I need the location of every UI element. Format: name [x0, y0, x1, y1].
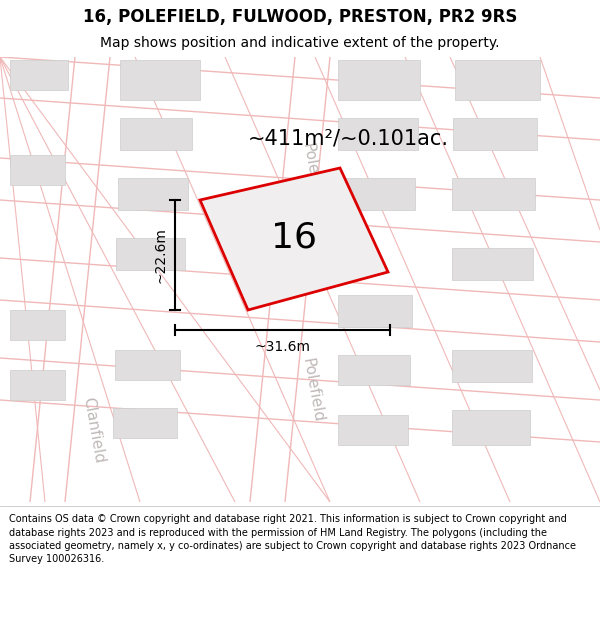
Polygon shape: [455, 60, 540, 100]
Text: 16: 16: [271, 221, 317, 254]
Polygon shape: [452, 248, 533, 280]
Text: Map shows position and indicative extent of the property.: Map shows position and indicative extent…: [100, 36, 500, 50]
Text: ~31.6m: ~31.6m: [254, 340, 311, 354]
Text: Polefield: Polefield: [300, 357, 326, 423]
Text: ~411m²/~0.101ac.: ~411m²/~0.101ac.: [248, 128, 449, 148]
Polygon shape: [10, 370, 65, 400]
Text: ~22.6m: ~22.6m: [153, 227, 167, 283]
Polygon shape: [115, 350, 180, 380]
Polygon shape: [120, 60, 200, 100]
Polygon shape: [338, 60, 420, 100]
Text: Clanfield: Clanfield: [80, 396, 106, 464]
Polygon shape: [120, 118, 192, 150]
Polygon shape: [338, 118, 418, 150]
Polygon shape: [116, 238, 185, 270]
Polygon shape: [452, 410, 530, 445]
Polygon shape: [453, 118, 537, 150]
Text: Contains OS data © Crown copyright and database right 2021. This information is : Contains OS data © Crown copyright and d…: [9, 514, 576, 564]
Polygon shape: [10, 155, 65, 185]
Polygon shape: [338, 415, 408, 445]
Polygon shape: [452, 350, 532, 382]
Polygon shape: [10, 60, 68, 90]
Polygon shape: [338, 355, 410, 385]
Polygon shape: [338, 295, 412, 327]
Polygon shape: [118, 178, 188, 210]
Polygon shape: [10, 310, 65, 340]
Polygon shape: [338, 178, 415, 210]
Polygon shape: [452, 178, 535, 210]
Text: Polefield: Polefield: [300, 142, 326, 208]
Polygon shape: [113, 408, 177, 438]
Polygon shape: [200, 168, 388, 310]
Text: 16, POLEFIELD, FULWOOD, PRESTON, PR2 9RS: 16, POLEFIELD, FULWOOD, PRESTON, PR2 9RS: [83, 8, 517, 26]
